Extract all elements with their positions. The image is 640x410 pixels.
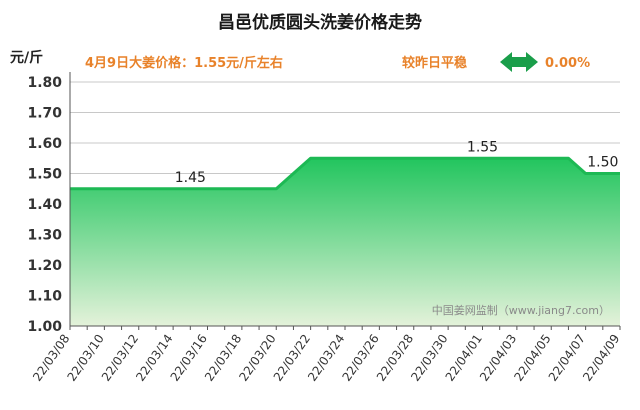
change-percent: 0.00% — [545, 56, 590, 71]
y-tick-labels: 1.00 1.10 1.20 1.30 1.40 1.50 1.60 1.70 1.80 — [27, 75, 62, 335]
price-info: 4月9日大姜价格：1.55元/斤左右 — [85, 55, 283, 71]
trend-info: 较昨日平稳 — [402, 55, 467, 71]
y-tick-label: 1.60 — [27, 136, 62, 152]
watermark: 中国姜网监制（www.jiang7.com） — [432, 303, 610, 317]
y-tick-label: 1.80 — [27, 75, 62, 91]
y-tick-label: 1.30 — [27, 228, 62, 244]
y-tick-label: 1.70 — [27, 106, 62, 122]
price-area — [70, 158, 620, 326]
y-tick-label: 1.50 — [27, 167, 62, 183]
data-label: 1.45 — [175, 170, 206, 186]
double-arrow-icon — [500, 52, 538, 72]
y-tick-label: 1.00 — [27, 319, 62, 335]
data-label: 1.55 — [467, 139, 498, 155]
x-tick-labels: 22/03/0822/03/1022/03/1222/03/1422/03/16… — [30, 332, 622, 384]
y-tick-label: 1.40 — [27, 197, 62, 213]
y-tick-label: 1.10 — [27, 289, 62, 305]
price-line — [70, 156, 620, 191]
data-labels: 1.45 1.55 1.50 — [175, 139, 619, 186]
axes — [69, 72, 621, 330]
data-label: 1.50 — [587, 155, 618, 171]
y-tick-label: 1.20 — [27, 258, 62, 274]
y-axis-unit: 元/斤 — [10, 49, 43, 66]
chart-title: 昌邑优质圆头洗姜价格走势 — [218, 12, 422, 33]
